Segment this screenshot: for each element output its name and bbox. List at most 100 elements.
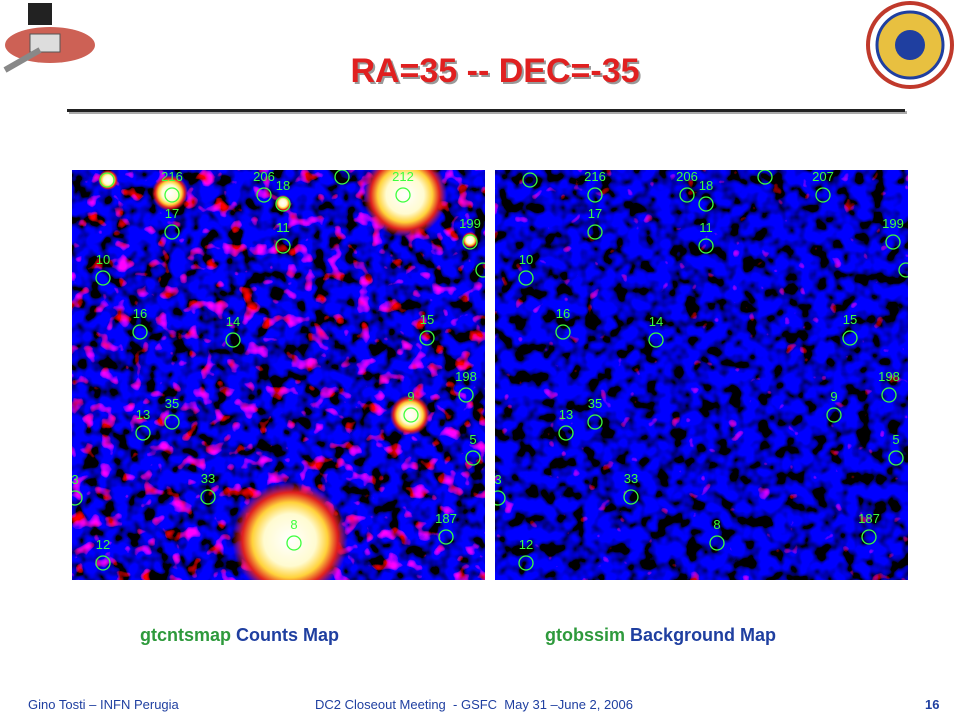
source-marker — [72, 490, 83, 506]
source-marker — [132, 324, 148, 340]
satellite-logo — [3, 3, 95, 73]
source-marker — [465, 450, 481, 466]
source-marker — [256, 187, 272, 203]
source-marker — [888, 450, 904, 466]
map-noise — [495, 170, 908, 580]
source-label: 33 — [201, 471, 215, 486]
source-label: 14 — [649, 314, 663, 329]
source-label: 198 — [455, 369, 477, 384]
source-label: 3 — [71, 472, 78, 487]
source-marker — [587, 187, 603, 203]
source-label: 13 — [559, 407, 573, 422]
source-label: 199 — [882, 216, 904, 231]
source-label: 206 — [676, 169, 698, 184]
source-label: 216 — [161, 169, 183, 184]
source-marker — [95, 555, 111, 571]
source-marker — [698, 196, 714, 212]
source-label: 187 — [435, 511, 457, 526]
title-rule — [67, 109, 905, 112]
source-marker — [403, 407, 419, 423]
source-label: 12 — [519, 537, 533, 552]
caption-text: Counts Map — [236, 625, 340, 645]
source-marker — [558, 425, 574, 441]
source-label: 15 — [843, 312, 857, 327]
source-label: 12 — [96, 537, 110, 552]
bright-source — [363, 170, 447, 237]
bright-source — [232, 482, 348, 580]
source-marker — [555, 324, 571, 340]
source-marker — [164, 224, 180, 240]
source-marker — [518, 555, 534, 571]
tool-name: gtcntsmap — [140, 625, 232, 645]
source-label: 13 — [136, 407, 150, 422]
source-label: 187 — [858, 511, 880, 526]
source-label: 198 — [878, 369, 900, 384]
source-marker — [522, 172, 538, 188]
caption-left: gtcntsmap Counts Map — [140, 625, 339, 646]
bright-source — [390, 395, 430, 435]
source-marker — [275, 196, 291, 212]
source-marker — [826, 407, 842, 423]
source-marker — [164, 187, 180, 203]
source-marker — [225, 332, 241, 348]
title: RA=35 -- DEC=-35 — [350, 52, 639, 90]
source-marker — [334, 170, 350, 185]
source-label: 212 — [392, 169, 414, 184]
source-marker — [698, 238, 714, 254]
source-marker — [885, 234, 901, 250]
source-label: 33 — [624, 471, 638, 486]
source-marker — [842, 330, 858, 346]
source-label: 8 — [290, 517, 297, 532]
caption-text: Background Map — [630, 625, 777, 645]
source-label: 14 — [226, 314, 240, 329]
source-label: 5 — [892, 432, 899, 447]
source-label: 15 — [420, 312, 434, 327]
source-label: 10 — [96, 252, 110, 267]
source-marker — [623, 489, 639, 505]
source-marker — [475, 262, 485, 278]
source-marker — [757, 170, 773, 185]
source-label: 5 — [469, 432, 476, 447]
source-label: 199 — [459, 216, 481, 231]
source-label: 9 — [407, 389, 414, 404]
source-marker — [275, 238, 291, 254]
source-label: 8 — [713, 517, 720, 532]
source-label: 16 — [556, 306, 570, 321]
source-marker — [679, 187, 695, 203]
source-marker — [458, 387, 474, 403]
source-label: 11 — [699, 220, 713, 235]
source-label: 17 — [165, 206, 179, 221]
footer-author: Gino Tosti – INFN Perugia — [28, 697, 179, 712]
source-marker — [419, 330, 435, 346]
caption-right: gtobssim Background Map — [545, 625, 776, 646]
title-rule-shadow — [69, 111, 907, 114]
source-marker — [898, 262, 908, 278]
title-shadow: RA=35 -- DEC=-35 — [352, 54, 641, 92]
source-label: 10 — [519, 252, 533, 267]
source-marker — [518, 270, 534, 286]
source-marker — [438, 529, 454, 545]
footer-meeting: DC2 Closeout Meeting - GSFC May 31 –June… — [315, 697, 633, 712]
source-label: 35 — [588, 396, 602, 411]
source-marker — [462, 234, 478, 250]
dc2-logo — [866, 1, 954, 89]
source-marker — [709, 535, 725, 551]
source-marker — [495, 490, 506, 506]
source-marker — [587, 414, 603, 430]
source-label: 18 — [699, 178, 713, 193]
source-marker — [587, 224, 603, 240]
tool-name: gtobssim — [545, 625, 626, 645]
source-marker — [881, 387, 897, 403]
source-marker — [861, 529, 877, 545]
source-label: 3 — [494, 472, 501, 487]
source-label: 16 — [133, 306, 147, 321]
page-number: 16 — [925, 697, 940, 712]
source-marker — [395, 187, 411, 203]
source-label: 206 — [253, 169, 275, 184]
source-marker — [95, 270, 111, 286]
source-marker — [200, 489, 216, 505]
source-label: 35 — [165, 396, 179, 411]
